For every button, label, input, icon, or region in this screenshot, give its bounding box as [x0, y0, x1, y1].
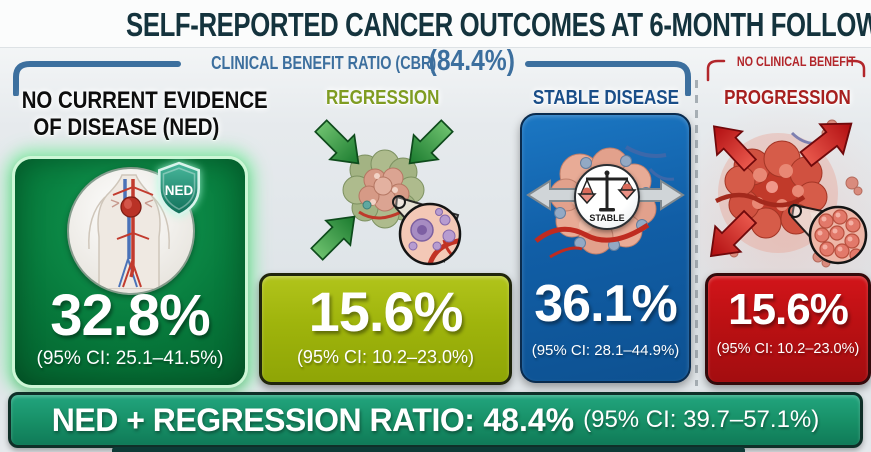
arrows-inward-icon: [310, 119, 454, 261]
page-title: SELF-REPORTED CANCER OUTCOMES AT 6-MONTH…: [126, 6, 871, 43]
regression-ci: (95% CI: 10.2–23.0%): [296, 347, 475, 367]
progression-tumor-illustration: [709, 119, 868, 268]
ned-shield-icon: NED: [158, 161, 200, 217]
cbr-label: CLINICAL BENEFIT RATIO (CBR): [211, 53, 437, 73]
header-regression: REGRESSION: [326, 87, 440, 109]
progression-value: 15.6%: [728, 285, 849, 334]
header-ned: NO CURRENT EVIDENCE OF DISEASE (NED): [21, 87, 268, 141]
ned-badge-label: NED: [165, 183, 194, 198]
progression-ci: (95% CI: 10.2–23.0%): [716, 341, 860, 357]
regression-value: 15.6%: [308, 280, 464, 343]
progression-value-box: 15.6% (95% CI: 10.2–23.0%): [705, 273, 871, 385]
body-anatomy-icon: [67, 167, 195, 295]
ned-panel: NED 32.8% (95% CI: 25.1–41.5%): [12, 156, 248, 388]
no-benefit-bracket-icon: [706, 59, 866, 82]
cbr-value: (84.4%): [428, 45, 516, 77]
no-benefit-label: NO CLINICAL BENEFIT: [736, 54, 856, 69]
ned-ci: (95% CI: 25.1–41.5%): [36, 348, 224, 369]
ned-value: 32.8%: [50, 283, 210, 348]
footer-label: NED + REGRESSION RATIO:: [51, 401, 475, 438]
regression-value-box: 15.6% (95% CI: 10.2–23.0%): [259, 273, 512, 385]
progression-cell-closeup-icon: [788, 203, 868, 265]
balance-scale-icon: STABLE: [577, 170, 637, 223]
cbr-bracket-icon: [13, 61, 691, 96]
footer-value: 48.4%: [483, 401, 575, 438]
stable-badge-label: STABLE: [589, 213, 624, 223]
stable-value: 36.1%: [534, 275, 677, 333]
header-stable: STABLE DISEASE: [532, 87, 679, 109]
arrows-outward-icon: [709, 122, 853, 258]
ned-regression-ratio-bar: NED + REGRESSION RATIO: 48.4% (95% CI: 3…: [8, 392, 863, 448]
header-progression: PROGRESSION: [723, 87, 851, 109]
bottom-strip: [112, 447, 745, 452]
stable-ci: (95% CI: 28.1–44.9%): [531, 342, 680, 359]
stable-scale-badge: STABLE: [574, 164, 640, 230]
footer-ci: (95% CI: 39.7–57.1%): [583, 406, 820, 433]
stable-panel: STABLE 36.1% (95% CI: 28.1–44.9%): [520, 113, 691, 383]
regression-tumor-illustration: [310, 119, 462, 266]
regression-cell-closeup-icon: [392, 195, 462, 266]
regression-tumor-icon: [342, 149, 425, 229]
title-band: SELF-REPORTED CANCER OUTCOMES AT 6-MONTH…: [0, 0, 871, 48]
column-divider: [695, 80, 698, 386]
